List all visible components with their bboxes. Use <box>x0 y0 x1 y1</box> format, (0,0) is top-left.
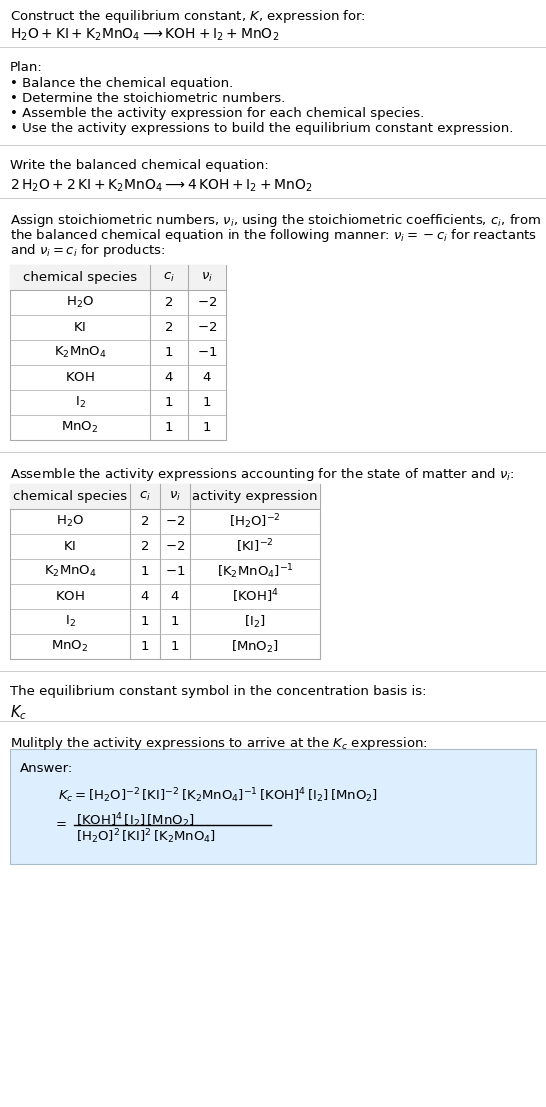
Text: $-2$: $-2$ <box>165 540 185 554</box>
Text: $[\mathrm{KI}]^{-2}$: $[\mathrm{KI}]^{-2}$ <box>236 538 274 556</box>
Text: $K_c = [\mathrm{H_2O}]^{-2}\,[\mathrm{KI}]^{-2}\,[\mathrm{K_2MnO_4}]^{-1}\,[\mat: $K_c = [\mathrm{H_2O}]^{-2}\,[\mathrm{KI… <box>58 786 378 805</box>
Text: $[\mathrm{H_2O}]^{-2}$: $[\mathrm{H_2O}]^{-2}$ <box>229 513 281 531</box>
Text: 2: 2 <box>141 540 149 554</box>
Text: The equilibrium constant symbol in the concentration basis is:: The equilibrium constant symbol in the c… <box>10 685 426 699</box>
Text: $1$: $1$ <box>203 421 212 434</box>
Bar <box>10 265 226 290</box>
Text: $\mathrm{KOH}$: $\mathrm{KOH}$ <box>55 590 85 603</box>
Text: $\mathrm{KOH}$: $\mathrm{KOH}$ <box>65 371 95 384</box>
Text: $4$: $4$ <box>170 590 180 603</box>
Text: • Use the activity expressions to build the equilibrium constant expression.: • Use the activity expressions to build … <box>10 122 513 135</box>
Text: $\mathrm{MnO_2}$: $\mathrm{MnO_2}$ <box>61 420 99 435</box>
Text: $-2$: $-2$ <box>197 321 217 334</box>
Text: $\mathrm{H_2O + KI + K_2MnO_4 \longrightarrow KOH + I_2 + MnO_2}$: $\mathrm{H_2O + KI + K_2MnO_4 \longright… <box>10 27 279 43</box>
Text: $-2$: $-2$ <box>197 296 217 309</box>
Text: $[\mathrm{H_2O}]^{2}\,[\mathrm{KI}]^{2}\,[\mathrm{K_2MnO_4}]$: $[\mathrm{H_2O}]^{2}\,[\mathrm{KI}]^{2}\… <box>76 827 216 846</box>
Text: $1$: $1$ <box>170 640 180 653</box>
Text: $\mathrm{K_2MnO_4}$: $\mathrm{K_2MnO_4}$ <box>44 563 97 579</box>
Text: $[\mathrm{MnO_2}]$: $[\mathrm{MnO_2}]$ <box>231 639 279 654</box>
Text: $K_c$: $K_c$ <box>10 703 27 722</box>
Text: Mulitply the activity expressions to arrive at the $K_c$ expression:: Mulitply the activity expressions to arr… <box>10 735 428 752</box>
Text: chemical species: chemical species <box>23 271 137 284</box>
Bar <box>10 484 320 659</box>
Text: $=$: $=$ <box>53 817 67 829</box>
Text: the balanced chemical equation in the following manner: $\nu_i = -c_i$ for react: the balanced chemical equation in the fo… <box>10 227 537 244</box>
Text: Construct the equilibrium constant, $K$, expression for:: Construct the equilibrium constant, $K$,… <box>10 8 366 25</box>
Text: • Assemble the activity expression for each chemical species.: • Assemble the activity expression for e… <box>10 107 424 120</box>
Bar <box>10 484 320 509</box>
Text: and $\nu_i = c_i$ for products:: and $\nu_i = c_i$ for products: <box>10 242 165 259</box>
Text: activity expression: activity expression <box>192 490 318 503</box>
Text: Write the balanced chemical equation:: Write the balanced chemical equation: <box>10 159 269 172</box>
Text: $c_i$: $c_i$ <box>163 271 175 284</box>
Text: Assemble the activity expressions accounting for the state of matter and $\nu_i$: Assemble the activity expressions accoun… <box>10 466 515 483</box>
Text: $\mathrm{H_2O}$: $\mathrm{H_2O}$ <box>66 294 94 310</box>
Text: Answer:: Answer: <box>20 762 73 775</box>
Text: 1: 1 <box>141 615 149 628</box>
Bar <box>10 749 536 863</box>
Text: 1: 1 <box>165 421 173 434</box>
Text: $\mathrm{KI}$: $\mathrm{KI}$ <box>63 540 76 554</box>
Text: 1: 1 <box>141 565 149 578</box>
Text: 2: 2 <box>165 296 173 309</box>
Text: $\mathrm{MnO_2}$: $\mathrm{MnO_2}$ <box>51 639 88 654</box>
Bar <box>10 265 226 439</box>
Text: $\nu_i$: $\nu_i$ <box>169 490 181 503</box>
Text: $-2$: $-2$ <box>165 515 185 528</box>
Text: $4$: $4$ <box>202 371 212 384</box>
Text: 1: 1 <box>141 640 149 653</box>
Text: 2: 2 <box>165 321 173 334</box>
Text: Plan:: Plan: <box>10 61 43 74</box>
Text: • Balance the chemical equation.: • Balance the chemical equation. <box>10 77 233 90</box>
Text: $1$: $1$ <box>203 396 212 408</box>
Text: 2: 2 <box>141 515 149 528</box>
Text: $-1$: $-1$ <box>197 346 217 359</box>
Text: $-1$: $-1$ <box>165 565 185 578</box>
Text: $[\mathrm{KOH}]^{4}$: $[\mathrm{KOH}]^{4}$ <box>232 588 278 606</box>
Text: • Determine the stoichiometric numbers.: • Determine the stoichiometric numbers. <box>10 92 285 105</box>
Text: $[\mathrm{I_2}]$: $[\mathrm{I_2}]$ <box>244 613 266 630</box>
Text: $\mathrm{KI}$: $\mathrm{KI}$ <box>73 321 87 334</box>
Text: 4: 4 <box>141 590 149 603</box>
Text: Assign stoichiometric numbers, $\nu_i$, using the stoichiometric coefficients, $: Assign stoichiometric numbers, $\nu_i$, … <box>10 213 541 229</box>
Text: $\mathrm{H_2O}$: $\mathrm{H_2O}$ <box>56 514 84 529</box>
Text: 1: 1 <box>165 396 173 408</box>
Text: 1: 1 <box>165 346 173 359</box>
Text: $\mathrm{2\,H_2O + 2\,KI + K_2MnO_4 \longrightarrow 4\,KOH + I_2 + MnO_2}$: $\mathrm{2\,H_2O + 2\,KI + K_2MnO_4 \lon… <box>10 178 312 195</box>
Text: 4: 4 <box>165 371 173 384</box>
Text: $\mathrm{I_2}$: $\mathrm{I_2}$ <box>64 614 75 629</box>
Text: $\mathrm{I_2}$: $\mathrm{I_2}$ <box>75 395 86 410</box>
Text: $\nu_i$: $\nu_i$ <box>201 271 213 284</box>
Text: $\mathrm{K_2MnO_4}$: $\mathrm{K_2MnO_4}$ <box>54 345 106 360</box>
Text: $[\mathrm{KOH}]^{4}\,[\mathrm{I_2}]\,[\mathrm{MnO_2}]$: $[\mathrm{KOH}]^{4}\,[\mathrm{I_2}]\,[\m… <box>76 811 194 830</box>
Text: chemical species: chemical species <box>13 490 127 503</box>
Text: $1$: $1$ <box>170 615 180 628</box>
Text: $c_i$: $c_i$ <box>139 490 151 503</box>
Text: $[\mathrm{K_2MnO_4}]^{-1}$: $[\mathrm{K_2MnO_4}]^{-1}$ <box>217 562 293 581</box>
